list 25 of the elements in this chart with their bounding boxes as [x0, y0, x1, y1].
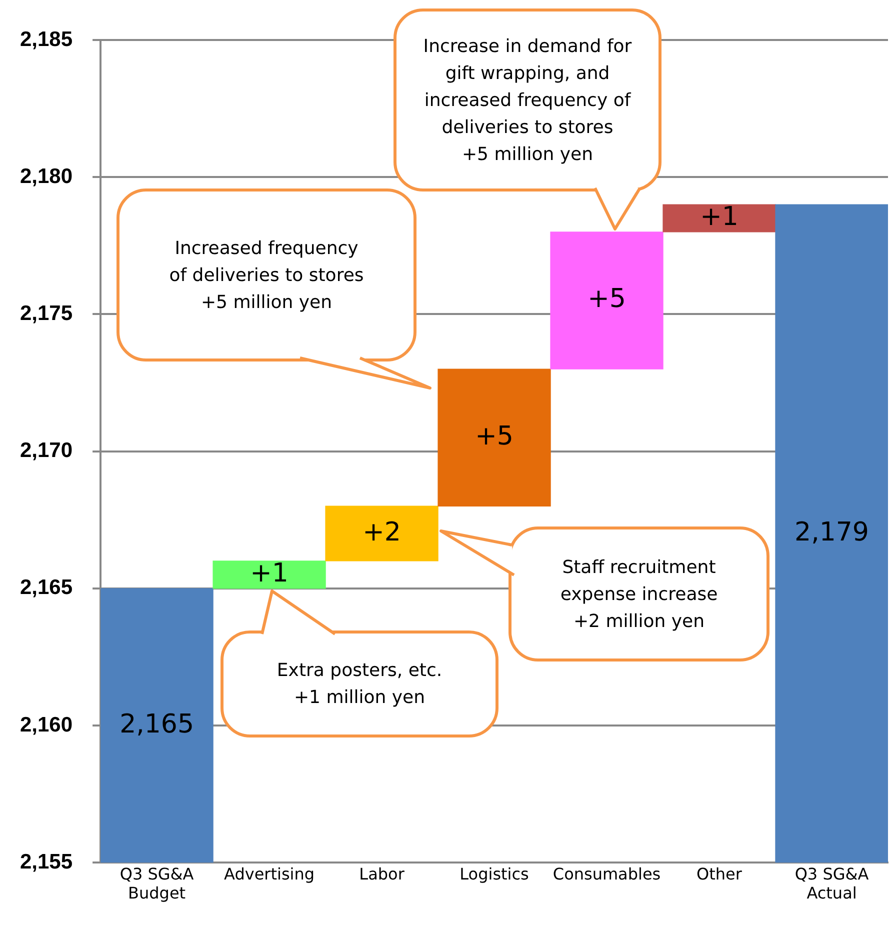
x-tick-label: Q3 SG&A Budget — [120, 864, 194, 903]
data-label: +5 — [588, 284, 626, 314]
x-tick-label: Q3 SG&A Actual — [794, 864, 869, 903]
data-label: 2,165 — [120, 709, 194, 740]
annotation: Extra posters, etc. +1 million yen — [222, 632, 497, 736]
y-tick-label: 2,170 — [20, 439, 73, 462]
y-tick-label: 2,160 — [20, 713, 73, 736]
y-tick-label: 2,180 — [20, 164, 73, 188]
data-label: +1 — [700, 202, 738, 232]
data-label: +1 — [250, 558, 288, 588]
x-tick-label: Advertising — [224, 864, 315, 884]
data-label: 2,179 — [794, 517, 869, 548]
x-tick-label: Other — [696, 864, 742, 884]
y-tick-label: 2,175 — [20, 302, 73, 325]
x-tick-label: Logistics — [460, 864, 529, 884]
data-label: +2 — [362, 517, 401, 548]
annotation: Staff recruitment expense increase +2 million yen — [510, 528, 768, 660]
data-label: +5 — [475, 421, 514, 452]
annotation: Increase in demand for gift wrapping, and increased frequency of deliveries to stores +5 million yen — [395, 10, 660, 190]
y-tick-label: 2,185 — [20, 28, 73, 51]
x-tick-label: Labor — [359, 864, 405, 884]
annotation: Increased frequency of deliveries to stores +5 million yen — [118, 190, 415, 360]
x-tick-label: Consumables — [552, 864, 661, 884]
y-tick-label: 2,155 — [20, 850, 73, 874]
y-tick-label: 2,165 — [20, 576, 73, 600]
